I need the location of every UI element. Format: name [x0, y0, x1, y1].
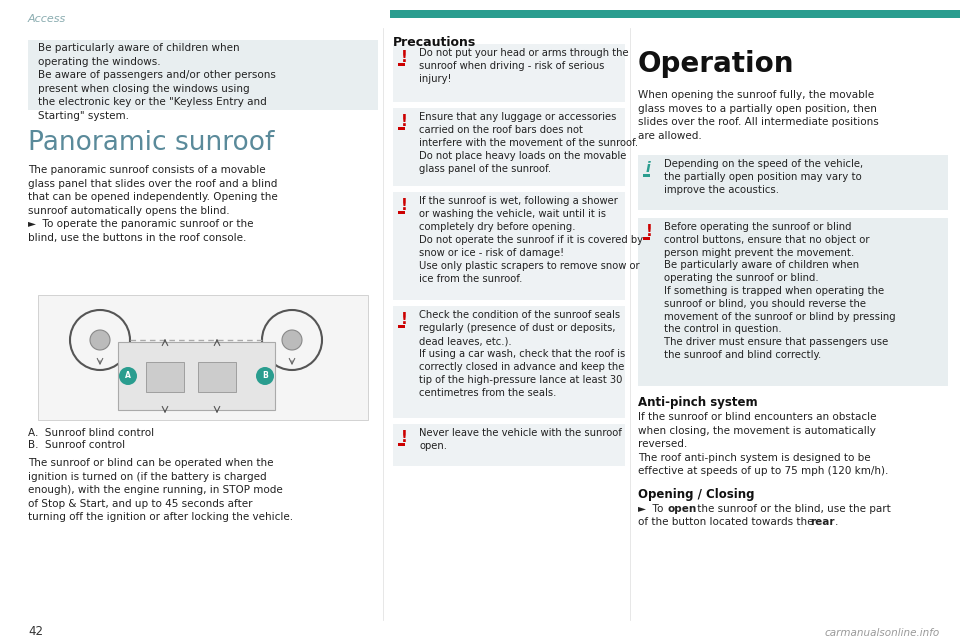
Text: 42: 42: [28, 625, 43, 638]
Text: A.  Sunroof blind control: A. Sunroof blind control: [28, 428, 155, 438]
Text: Before operating the sunroof or blind
control buttons, ensure that no object or
: Before operating the sunroof or blind co…: [664, 222, 896, 360]
Text: !: !: [401, 312, 408, 327]
Text: Panoramic sunroof: Panoramic sunroof: [28, 130, 275, 156]
Text: !: !: [401, 50, 408, 65]
Text: When opening the sunroof fully, the movable
glass moves to a partially open posi: When opening the sunroof fully, the mova…: [638, 90, 878, 141]
Text: .: .: [835, 517, 838, 527]
FancyBboxPatch shape: [146, 362, 184, 392]
Text: Access: Access: [28, 14, 66, 24]
FancyBboxPatch shape: [398, 127, 405, 130]
Circle shape: [282, 330, 302, 350]
Text: !: !: [401, 430, 408, 445]
Text: !: !: [401, 114, 408, 129]
Text: Opening / Closing: Opening / Closing: [638, 488, 755, 501]
Text: the sunroof or the blind, use the part: the sunroof or the blind, use the part: [694, 504, 891, 514]
FancyBboxPatch shape: [390, 10, 960, 18]
Text: Do not put your head or arms through the
sunroof when driving - risk of serious
: Do not put your head or arms through the…: [419, 48, 629, 84]
Circle shape: [256, 367, 274, 385]
Text: Be particularly aware of children when
operating the windows.
Be aware of passen: Be particularly aware of children when o…: [38, 43, 276, 121]
FancyBboxPatch shape: [393, 192, 625, 300]
Text: !: !: [646, 224, 653, 239]
FancyBboxPatch shape: [198, 362, 236, 392]
Text: The sunroof or blind can be operated when the
ignition is turned on (if the batt: The sunroof or blind can be operated whe…: [28, 458, 293, 522]
Text: rear: rear: [810, 517, 834, 527]
FancyBboxPatch shape: [398, 211, 405, 214]
FancyBboxPatch shape: [398, 325, 405, 328]
FancyBboxPatch shape: [38, 295, 368, 420]
Text: Never leave the vehicle with the sunroof
open.: Never leave the vehicle with the sunroof…: [419, 428, 622, 451]
Text: ►  To: ► To: [638, 504, 666, 514]
Text: open: open: [668, 504, 697, 514]
Text: of the button located towards the: of the button located towards the: [638, 517, 817, 527]
FancyBboxPatch shape: [118, 342, 275, 410]
FancyBboxPatch shape: [643, 174, 650, 177]
FancyBboxPatch shape: [638, 218, 948, 386]
Text: !: !: [401, 198, 408, 213]
FancyBboxPatch shape: [393, 306, 625, 418]
Text: If the sunroof or blind encounters an obstacle
when closing, the movement is aut: If the sunroof or blind encounters an ob…: [638, 412, 888, 476]
FancyBboxPatch shape: [638, 155, 948, 210]
Text: carmanualsonline.info: carmanualsonline.info: [825, 628, 940, 638]
Text: Anti-pinch system: Anti-pinch system: [638, 396, 757, 409]
Circle shape: [90, 330, 110, 350]
Text: Depending on the speed of the vehicle,
the partially open position may vary to
i: Depending on the speed of the vehicle, t…: [664, 159, 863, 195]
FancyBboxPatch shape: [393, 44, 625, 102]
Text: Ensure that any luggage or accessories
carried on the roof bars does not
interfe: Ensure that any luggage or accessories c…: [419, 112, 638, 174]
FancyBboxPatch shape: [393, 108, 625, 186]
FancyBboxPatch shape: [398, 443, 405, 446]
FancyBboxPatch shape: [398, 63, 405, 66]
FancyBboxPatch shape: [28, 40, 378, 110]
Text: A: A: [125, 371, 131, 381]
Text: B: B: [262, 371, 268, 381]
Text: Operation: Operation: [638, 50, 795, 78]
Text: Check the condition of the sunroof seals
regularly (presence of dust or deposits: Check the condition of the sunroof seals…: [419, 310, 625, 398]
Text: B.  Sunroof control: B. Sunroof control: [28, 440, 125, 450]
Text: The panoramic sunroof consists of a movable
glass panel that slides over the roo: The panoramic sunroof consists of a mova…: [28, 165, 277, 243]
Circle shape: [119, 367, 137, 385]
FancyBboxPatch shape: [643, 237, 650, 240]
Text: If the sunroof is wet, following a shower
or washing the vehicle, wait until it : If the sunroof is wet, following a showe…: [419, 196, 643, 284]
FancyBboxPatch shape: [393, 424, 625, 466]
Text: Precautions: Precautions: [393, 36, 476, 49]
Text: i: i: [646, 161, 651, 175]
